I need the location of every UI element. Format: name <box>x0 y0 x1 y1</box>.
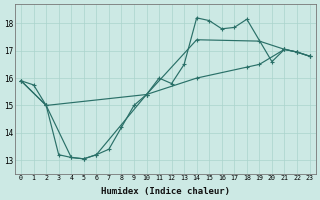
X-axis label: Humidex (Indice chaleur): Humidex (Indice chaleur) <box>101 187 230 196</box>
